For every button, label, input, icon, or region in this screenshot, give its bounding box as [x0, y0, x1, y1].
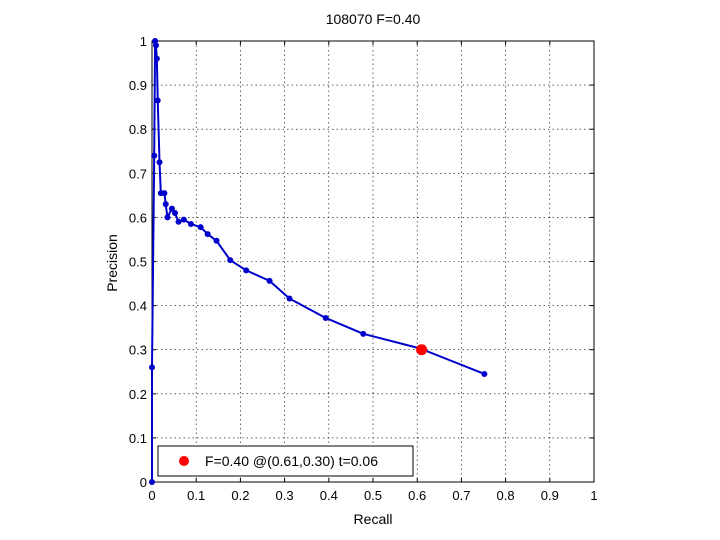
legend-box: [157, 445, 414, 477]
x-tick-label: 1: [590, 488, 597, 503]
x-tick-label: 0.5: [364, 488, 382, 503]
x-axis-label: Recall: [354, 511, 393, 527]
axis-ticks: 0 0.1 0.2 0.3 0.4 0.5 0.6 0.7 0.8 0.9 1 0 0.1 0.2 0.3 0…: [129, 34, 598, 503]
data-point: [180, 216, 187, 223]
x-tick-label: 0.7: [452, 488, 470, 503]
data-point: [286, 295, 293, 302]
data-point: [322, 314, 329, 321]
data-point: [164, 214, 171, 221]
data-point: [213, 237, 220, 244]
x-tick-label: 0.3: [276, 488, 294, 503]
x-tick-label: 0.8: [497, 488, 515, 503]
data-point: [197, 224, 204, 231]
data-point: [149, 364, 155, 371]
legend-text: F=0.40 @(0.61,0.30) t=0.06: [205, 453, 378, 469]
data-point: [360, 330, 367, 337]
x-tick-label: 0.6: [408, 488, 426, 503]
legend: F=0.40 @(0.61,0.30) t=0.06: [157, 445, 414, 477]
series-layer: [149, 38, 488, 485]
data-point: [168, 205, 175, 212]
data-point: [153, 55, 160, 62]
y-tick-label: 0.4: [129, 299, 147, 314]
y-tick-label: 0.7: [129, 166, 147, 181]
data-point: [162, 201, 169, 208]
x-tick-label: 0.1: [187, 488, 205, 503]
best-point-layer: [416, 344, 428, 356]
y-tick-label: 1: [140, 34, 147, 49]
y-axis-label: Precision: [104, 234, 120, 292]
y-tick-label: 0.5: [129, 255, 147, 270]
grid-lines: [152, 41, 594, 482]
data-point: [266, 277, 273, 284]
chart-title: 108070 F=0.40: [326, 11, 421, 27]
series-line: [151, 40, 485, 482]
x-tick-label: 0.4: [320, 488, 338, 503]
data-point: [152, 42, 159, 49]
y-tick-label: 0: [140, 475, 147, 490]
data-point: [151, 152, 158, 159]
plot-frame: [151, 40, 595, 483]
y-tick-label: 0.3: [129, 343, 147, 358]
y-tick-label: 0.8: [129, 122, 147, 137]
y-tick-label: 0.1: [129, 431, 147, 446]
legend-marker: [179, 456, 189, 466]
data-point: [175, 218, 182, 225]
data-point: [161, 190, 168, 197]
y-tick-label: 0.6: [129, 210, 147, 225]
data-point: [149, 479, 155, 485]
data-point: [171, 209, 178, 216]
x-tick-label: 0: [148, 488, 155, 503]
y-tick-label: 0.9: [129, 78, 147, 93]
data-point: [204, 231, 211, 238]
data-point: [481, 370, 488, 377]
data-point: [154, 97, 161, 104]
best-f-point: [416, 344, 428, 356]
data-point: [243, 267, 250, 274]
x-tick-label: 0.9: [541, 488, 559, 503]
data-point: [227, 257, 234, 264]
data-point: [156, 159, 163, 166]
x-tick-label: 0.2: [231, 488, 249, 503]
data-point: [187, 221, 194, 228]
y-tick-label: 0.2: [129, 387, 147, 402]
